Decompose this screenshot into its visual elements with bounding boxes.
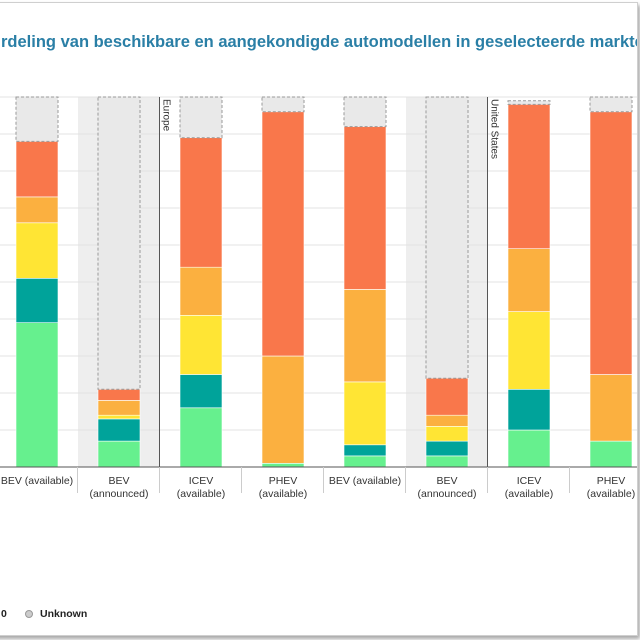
bar-segment [343,126,387,290]
category-label: ICEV (available) [177,475,225,500]
bar-segment [507,429,551,468]
category-label: ICEV (available) [505,475,553,500]
bar-segment [15,222,59,279]
bar-segment [179,407,223,468]
category-label: BEV (announced) [418,475,477,500]
legend-partial-label: 0 [1,608,7,620]
bar-segment [15,196,59,224]
bar-segment [507,248,551,312]
bar-segment [425,425,469,442]
bar-segment [507,104,551,250]
bar-segment [507,388,551,431]
bar-segment [343,289,387,383]
category-label: BEV (announced) [90,475,149,500]
bar-segment [179,374,223,409]
bar-segment [179,137,223,268]
bar-segment-unknown [589,96,633,113]
bar-segment [261,111,305,357]
bar-segment-unknown [343,96,387,128]
bar-segment-unknown [425,96,469,379]
bar-segment-unknown [261,96,305,113]
legend-unknown-swatch [25,610,33,618]
region-label: United States [489,99,500,159]
category-label: BEV (available) [1,475,73,487]
bar-segment [343,444,387,457]
legend-unknown-label: Unknown [40,608,88,620]
bar-segment-unknown [507,100,551,105]
bar-segment [425,440,469,457]
chart-title: rdeling van beschikbare en aangekondigde… [1,33,638,51]
bar-segment [343,455,387,468]
category-label: BEV (available) [329,475,401,487]
region-label: Europe [161,99,172,132]
bar-segment [261,355,305,464]
stacked-bar-chart: Europe United States BEV (available) BEV (an… [0,96,637,500]
bar-segment [343,381,387,446]
bar-segment [15,277,59,323]
bar-segment [15,322,59,468]
bar-segment [97,418,141,442]
bar-segment [179,266,223,316]
bar-segment [261,462,305,468]
bar-segment [425,377,469,416]
bar-segment [589,440,633,468]
category-label: PHEV (available) [587,475,635,500]
bar-segment-unknown [179,96,223,139]
bar-segment [425,455,469,468]
bar-segment [97,440,141,468]
bar-segment [97,400,141,416]
bar-segment [97,388,141,401]
bar-segment [425,414,469,427]
bar-segment [97,414,141,420]
bar-segment-unknown [97,96,141,390]
bar-segment [15,141,59,198]
bar-segment [589,111,633,375]
bar-segment [507,311,551,390]
bar-segment [589,374,633,442]
bar-segment-unknown [15,96,59,142]
category-label: PHEV (available) [259,475,307,500]
bar-segment [179,314,223,375]
